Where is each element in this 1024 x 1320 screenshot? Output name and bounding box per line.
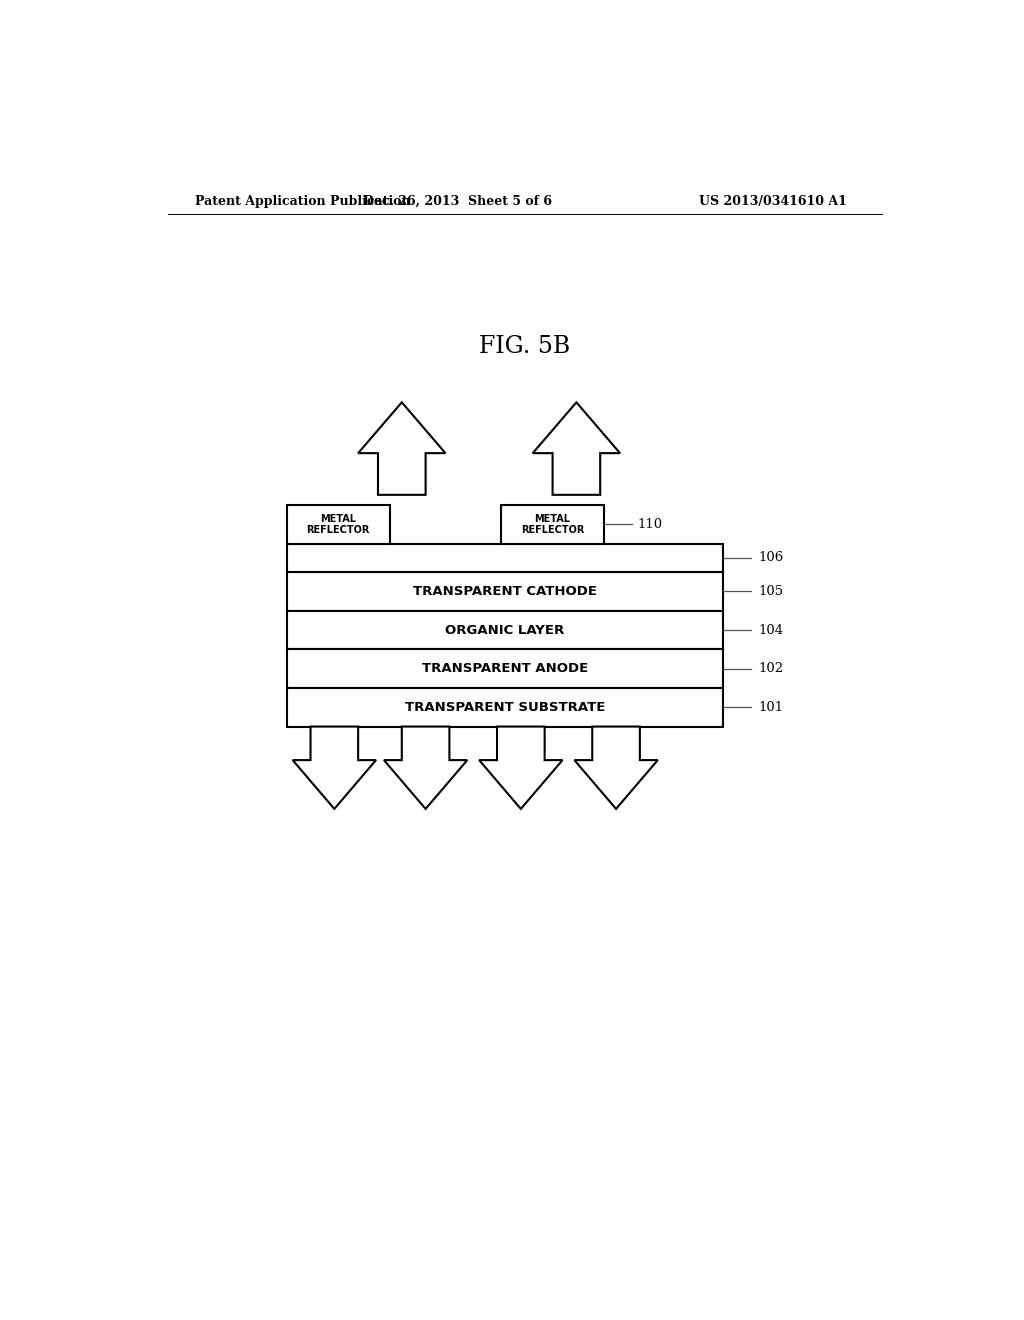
Text: TRANSPARENT ANODE: TRANSPARENT ANODE (422, 663, 588, 675)
Bar (501, 506, 604, 544)
Polygon shape (293, 726, 376, 809)
Polygon shape (358, 403, 445, 495)
Bar (287, 688, 723, 726)
Polygon shape (574, 726, 657, 809)
Polygon shape (479, 726, 562, 809)
Bar (287, 611, 723, 649)
Text: 101: 101 (759, 701, 784, 714)
Bar (287, 572, 723, 611)
Text: 104: 104 (759, 623, 784, 636)
Text: 106: 106 (759, 552, 784, 565)
Text: 105: 105 (759, 585, 784, 598)
Text: METAL
REFLECTOR: METAL REFLECTOR (521, 513, 585, 535)
Text: ORGANIC LAYER: ORGANIC LAYER (445, 623, 564, 636)
Bar (287, 544, 723, 572)
Text: 102: 102 (759, 663, 784, 675)
Polygon shape (532, 403, 620, 495)
Text: Patent Application Publication: Patent Application Publication (196, 194, 411, 207)
Text: METAL
REFLECTOR: METAL REFLECTOR (306, 513, 370, 535)
Bar (287, 506, 390, 544)
Text: TRANSPARENT CATHODE: TRANSPARENT CATHODE (413, 585, 597, 598)
Text: 110: 110 (638, 517, 663, 531)
Text: FIG. 5B: FIG. 5B (479, 335, 570, 358)
Text: US 2013/0341610 A1: US 2013/0341610 A1 (699, 194, 847, 207)
Text: Dec. 26, 2013  Sheet 5 of 6: Dec. 26, 2013 Sheet 5 of 6 (362, 194, 552, 207)
Bar (287, 649, 723, 688)
Polygon shape (384, 726, 467, 809)
Text: TRANSPARENT SUBSTRATE: TRANSPARENT SUBSTRATE (404, 701, 605, 714)
